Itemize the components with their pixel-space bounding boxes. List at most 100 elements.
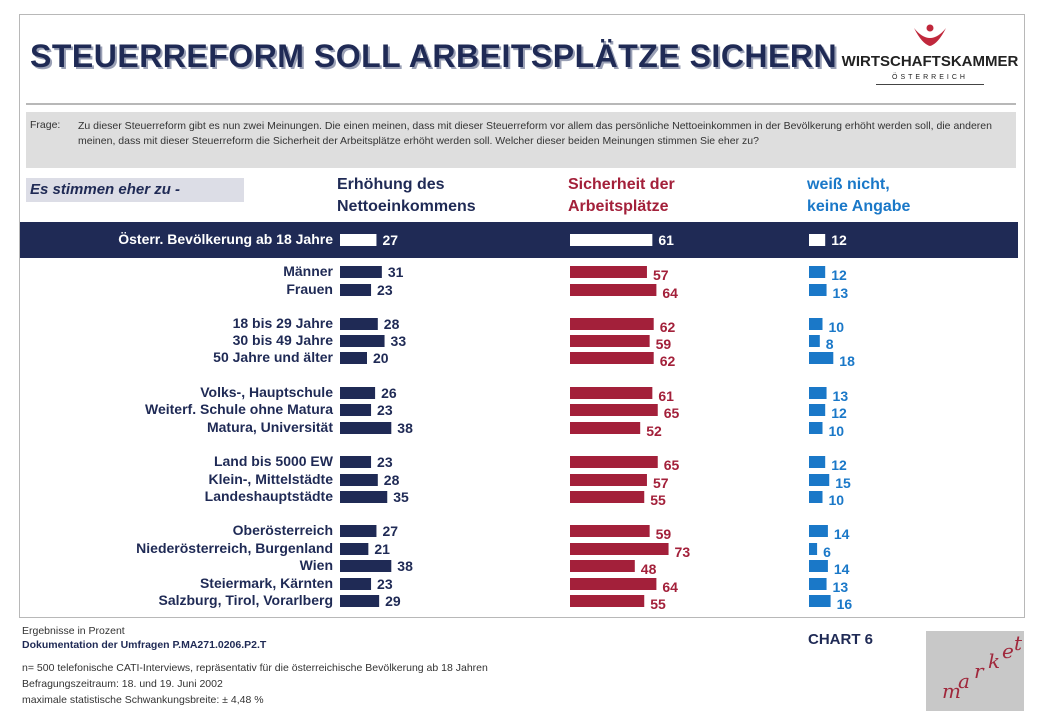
data-label-job-security: 73 (675, 544, 691, 560)
data-label-net-income: 23 (377, 576, 393, 592)
category-label: Frauen (286, 281, 333, 297)
bar-job-security (570, 422, 641, 434)
bar-job-security (570, 387, 653, 399)
bar-job-security (570, 404, 658, 416)
bar-net-income (340, 422, 392, 434)
data-label-no-answer: 10 (829, 492, 845, 508)
footer-error-margin: maximale statistische Schwankungsbreite:… (22, 694, 264, 706)
column-header-no-answer-line2: keine Angabe (807, 198, 911, 215)
column-header-job-security-line1: Sicherheit der (568, 176, 675, 193)
eagle-icon (914, 24, 946, 46)
bar-net-income (340, 474, 378, 486)
bar-no-answer (809, 456, 826, 468)
data-label-no-answer: 10 (829, 319, 845, 335)
data-label-no-answer: 13 (833, 579, 849, 595)
bar-no-answer (809, 422, 823, 434)
data-label-no-answer: 12 (831, 232, 847, 248)
data-label-job-security: 48 (641, 561, 657, 577)
category-label: Oberösterreich (233, 522, 333, 538)
data-label-job-security: 52 (646, 423, 662, 439)
column-header-job-security: Sicherheit der Arbeitsplätze (568, 174, 675, 218)
subhead-box: Es stimmen eher zu - (26, 178, 244, 202)
bar-job-security (570, 525, 650, 537)
bar-job-security (570, 266, 647, 278)
category-label: Land bis 5000 EW (214, 453, 334, 469)
data-label-net-income: 27 (382, 523, 398, 539)
subhead-text: Es stimmen eher zu - (30, 181, 181, 198)
bar-no-answer (809, 543, 818, 555)
bar-net-income (340, 595, 380, 607)
data-label-job-security: 55 (650, 492, 666, 508)
data-label-job-security: 62 (660, 319, 676, 335)
data-label-job-security: 61 (658, 232, 674, 248)
bar-job-security (570, 560, 635, 572)
bar-no-answer (809, 352, 834, 364)
title-divider (26, 103, 1016, 105)
data-label-no-answer: 18 (839, 353, 855, 369)
bar-no-answer (809, 560, 828, 572)
footer-period: Befragungszeitraum: 18. und 19. Juni 200… (22, 678, 223, 690)
data-label-no-answer: 15 (835, 475, 851, 491)
bar-no-answer (809, 578, 827, 590)
bar-job-security (570, 543, 669, 555)
data-label-job-security: 61 (658, 388, 674, 404)
data-label-no-answer: 10 (829, 423, 845, 439)
data-label-net-income: 38 (397, 420, 413, 436)
bar-job-security (570, 234, 653, 246)
bar-no-answer (809, 387, 827, 399)
data-label-job-security: 59 (656, 336, 672, 352)
logo-sub: ÖSTERREICH (892, 74, 968, 81)
data-label-no-answer: 12 (831, 405, 847, 421)
bar-net-income (340, 543, 369, 555)
bar-no-answer (809, 525, 828, 537)
column-header-net-income-line2: Nettoeinkommens (337, 198, 476, 215)
data-label-job-security: 64 (662, 579, 678, 595)
bar-job-security (570, 352, 654, 364)
data-label-net-income: 20 (373, 350, 389, 366)
bar-net-income (340, 387, 376, 399)
footer-documentation-label: Dokumentation der Umfragen (22, 639, 170, 651)
chart-number: CHART 6 (808, 631, 874, 648)
market-letter: t (1014, 631, 1023, 655)
bar-no-answer (809, 474, 830, 486)
column-header-no-answer-line1: weiß nicht, (807, 176, 890, 193)
bar-job-security (570, 595, 645, 607)
column-header-job-security-line2: Arbeitsplätze (568, 198, 669, 215)
bar-no-answer (809, 404, 826, 416)
page-title: STEUERREFORM SOLL ARBEITSPLÄTZE SICHERN (30, 38, 838, 74)
bar-job-security (570, 335, 650, 347)
data-label-no-answer: 14 (834, 561, 850, 577)
bar-net-income (340, 234, 377, 246)
bar-net-income (340, 266, 382, 278)
category-label: Weiterf. Schule ohne Matura (145, 401, 333, 417)
data-label-no-answer: 12 (831, 457, 847, 473)
bar-job-security (570, 491, 645, 503)
column-header-no-answer: weiß nicht, keine Angabe (807, 174, 910, 218)
market-letter: a (958, 669, 970, 693)
total-row-band (20, 222, 1018, 258)
data-label-no-answer: 13 (833, 388, 849, 404)
data-label-net-income: 29 (385, 593, 401, 609)
bar-job-security (570, 474, 647, 486)
footer-documentation-code: P.MA271.0206.P2.T (172, 639, 267, 651)
question-text: Zu dieser Steuerreform gibt es nun zwei … (78, 120, 992, 147)
bar-net-income (340, 491, 388, 503)
data-label-net-income: 28 (384, 472, 400, 488)
data-label-no-answer: 12 (831, 267, 847, 283)
bar-no-answer (809, 335, 820, 347)
bar-net-income (340, 404, 372, 416)
question-label: Frage: (30, 119, 61, 131)
bar-no-answer (809, 234, 826, 246)
category-label: Männer (283, 263, 333, 279)
bar-net-income (340, 352, 367, 364)
question-box: Frage: Zu dieser Steuerreform gibt es nu… (26, 112, 1016, 168)
data-label-net-income: 35 (393, 489, 409, 505)
category-label: Landeshauptstädte (205, 488, 334, 504)
market-letter: r (974, 659, 984, 683)
category-label: Wien (300, 557, 333, 573)
data-label-no-answer: 6 (823, 544, 831, 560)
data-label-net-income: 23 (377, 402, 393, 418)
data-label-job-security: 64 (662, 285, 678, 301)
data-label-no-answer: 14 (834, 526, 850, 542)
